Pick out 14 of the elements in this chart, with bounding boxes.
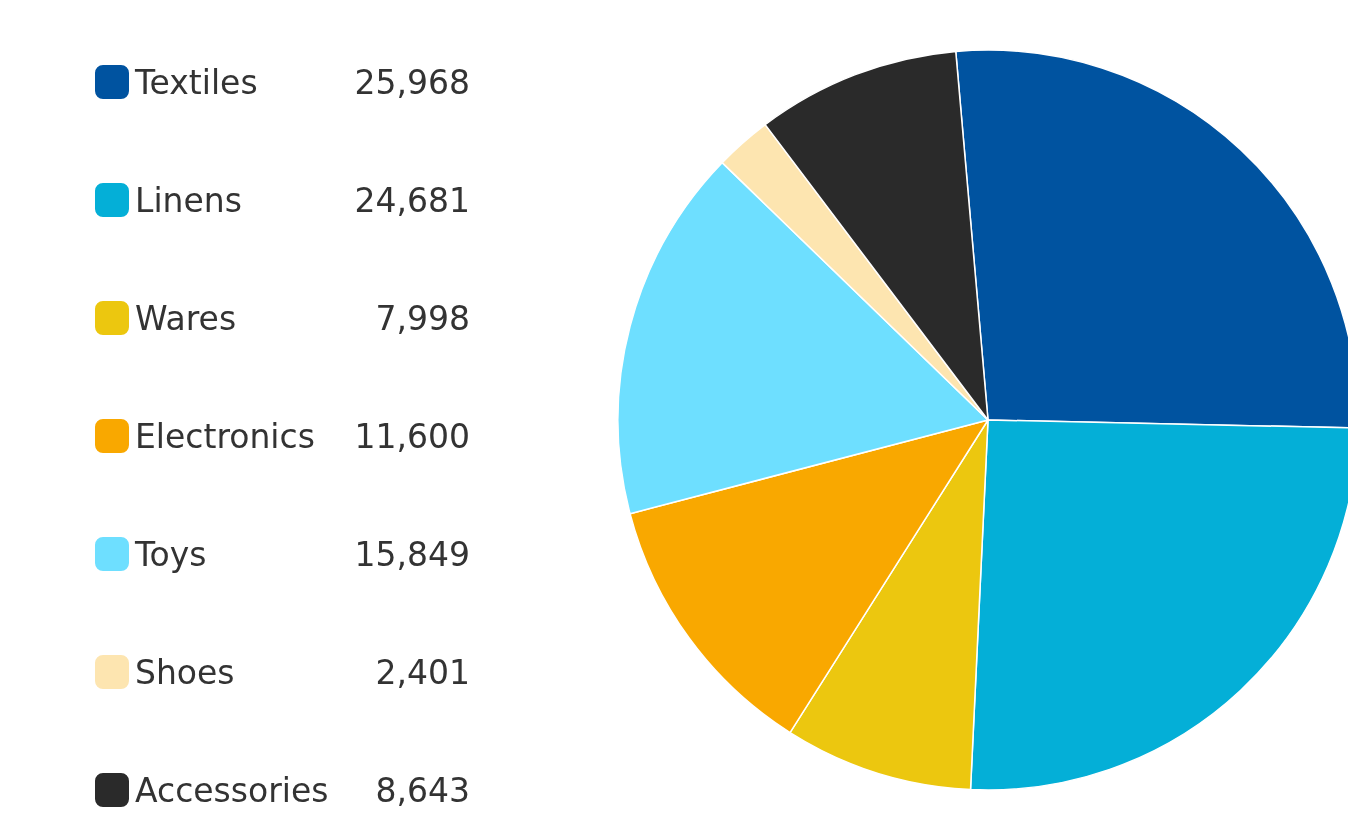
data-label: 25,968 [354, 62, 470, 102]
legend-label: Wares [135, 298, 237, 338]
data-label: 24,681 [354, 180, 470, 220]
legend-label: Textiles [134, 62, 258, 102]
legend-label: Shoes [135, 652, 235, 692]
legend-label: Linens [135, 180, 242, 220]
legend-label: Electronics [135, 416, 315, 456]
data-label: 11,600 [354, 416, 470, 456]
legend-label: Toys [134, 534, 207, 574]
data-label: 7,998 [375, 298, 470, 338]
legend-label: Accessories [135, 770, 329, 810]
data-label: 8,643 [375, 770, 470, 810]
data-label: 2,401 [375, 652, 470, 692]
data-label: 15,849 [354, 534, 470, 574]
